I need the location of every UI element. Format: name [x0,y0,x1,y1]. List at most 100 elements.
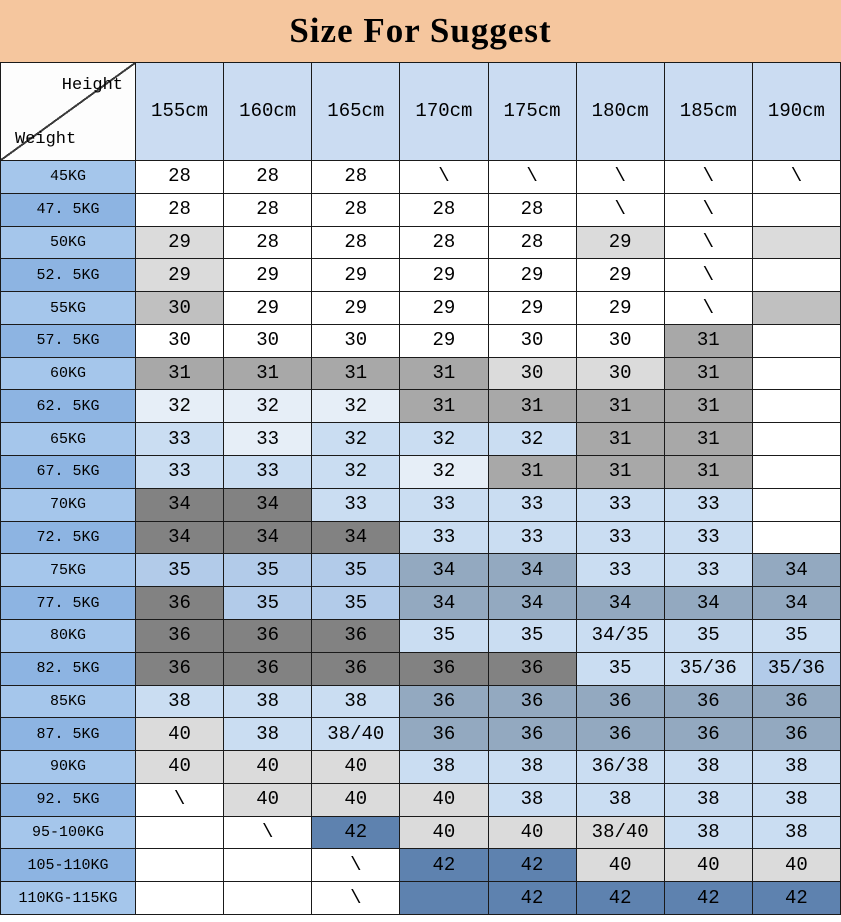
size-cell: 28 [488,193,577,227]
size-cell: 34 [488,554,577,588]
size-cell: 33 [224,456,313,489]
size-cell: 31 [488,456,577,489]
size-cell: 35 [664,619,753,653]
size-cell: 33 [312,488,401,522]
size-cell: 35 [224,554,313,588]
size-cell: 32 [400,423,489,457]
size-cell: 36 [576,685,665,719]
size-cell: \ [312,849,401,883]
size-cell: 33 [488,488,577,522]
size-cell: 33 [400,488,489,522]
size-cell: 31 [576,390,665,424]
size-cell: 36 [488,718,577,752]
size-cell: 36 [664,685,753,719]
size-cell: 29 [488,259,577,293]
size-cell: 36 [752,718,841,752]
corner-weight-label: Weight [15,130,77,149]
size-cell: 40 [752,849,841,883]
size-cell: \ [664,193,753,227]
size-cell: 38 [664,816,753,850]
corner-height-label: Height [61,76,123,95]
size-cell: \ [400,161,489,194]
size-cell: 33 [488,521,577,555]
size-cell: 29 [136,259,225,293]
height-header: 180cm [576,63,665,161]
size-cell: 29 [400,324,489,358]
size-cell: 34 [224,488,313,522]
size-cell: 31 [576,456,665,489]
size-cell: 31 [224,357,313,391]
size-cell: 31 [312,357,401,391]
size-cell: 38/40 [576,816,665,850]
size-cell: 34 [136,488,225,522]
size-cell: 33 [576,488,665,522]
size-cell: 36 [576,718,665,752]
size-cell: 35 [488,619,577,653]
size-cell: \ [136,783,225,817]
size-cell: 36 [400,718,489,752]
size-cell: 32 [312,423,401,457]
weight-label: 60KG [1,357,136,391]
size-cell: 38 [224,718,313,752]
weight-label: 72. 5KG [1,521,136,555]
size-cell [752,292,841,325]
weight-label: 57. 5KG [1,324,136,358]
size-cell: 35/36 [752,652,841,686]
size-cell: 29 [576,226,665,260]
size-cell: 32 [400,456,489,489]
size-cell: 29 [576,292,665,325]
size-cell: 28 [312,226,401,260]
size-cell: 33 [664,488,753,522]
size-cell: \ [664,259,753,293]
size-cell: 35 [136,554,225,588]
size-cell: 32 [136,390,225,424]
weight-label: 52. 5KG [1,259,136,293]
size-cell: 42 [664,882,753,915]
size-cell: 30 [136,324,225,358]
height-header: 165cm [312,63,401,161]
size-cell: 28 [312,193,401,227]
size-cell [224,849,313,883]
size-cell: \ [664,161,753,194]
size-cell: 30 [576,357,665,391]
weight-label: 82. 5KG [1,652,136,686]
weight-label: 67. 5KG [1,456,136,489]
size-cell: 42 [752,882,841,915]
size-cell: 40 [224,783,313,817]
size-cell: 36 [224,619,313,653]
size-cell [752,226,841,260]
size-cell: 29 [400,292,489,325]
size-cell: 28 [312,161,401,194]
size-cell: 35/36 [664,652,753,686]
size-cell: 33 [576,521,665,555]
bottom-margin [0,915,841,922]
size-cell: 33 [664,554,753,588]
size-cell: 38 [752,751,841,784]
size-cell: 34 [752,587,841,620]
size-cell: 40 [136,751,225,784]
size-cell: 31 [136,357,225,391]
size-cell: 32 [224,390,313,424]
weight-label: 105-110KG [1,849,136,883]
weight-label: 87. 5KG [1,718,136,752]
size-cell [224,882,313,915]
size-cell: 32 [312,456,401,489]
weight-label: 80KG [1,619,136,653]
size-cell: 36 [312,619,401,653]
height-header: 190cm [752,63,841,161]
size-cell: 36 [136,619,225,653]
size-cell: 38 [488,751,577,784]
size-cell: 30 [488,357,577,391]
size-cell [752,488,841,522]
size-cell: 34 [664,587,753,620]
size-cell: 35 [576,652,665,686]
weight-label: 85KG [1,685,136,719]
size-cell: 38 [576,783,665,817]
size-cell: 33 [664,521,753,555]
size-cell: 38 [312,685,401,719]
size-cell: 33 [224,423,313,457]
size-cell: \ [488,161,577,194]
size-cell: 40 [400,783,489,817]
size-cell: 29 [312,259,401,293]
